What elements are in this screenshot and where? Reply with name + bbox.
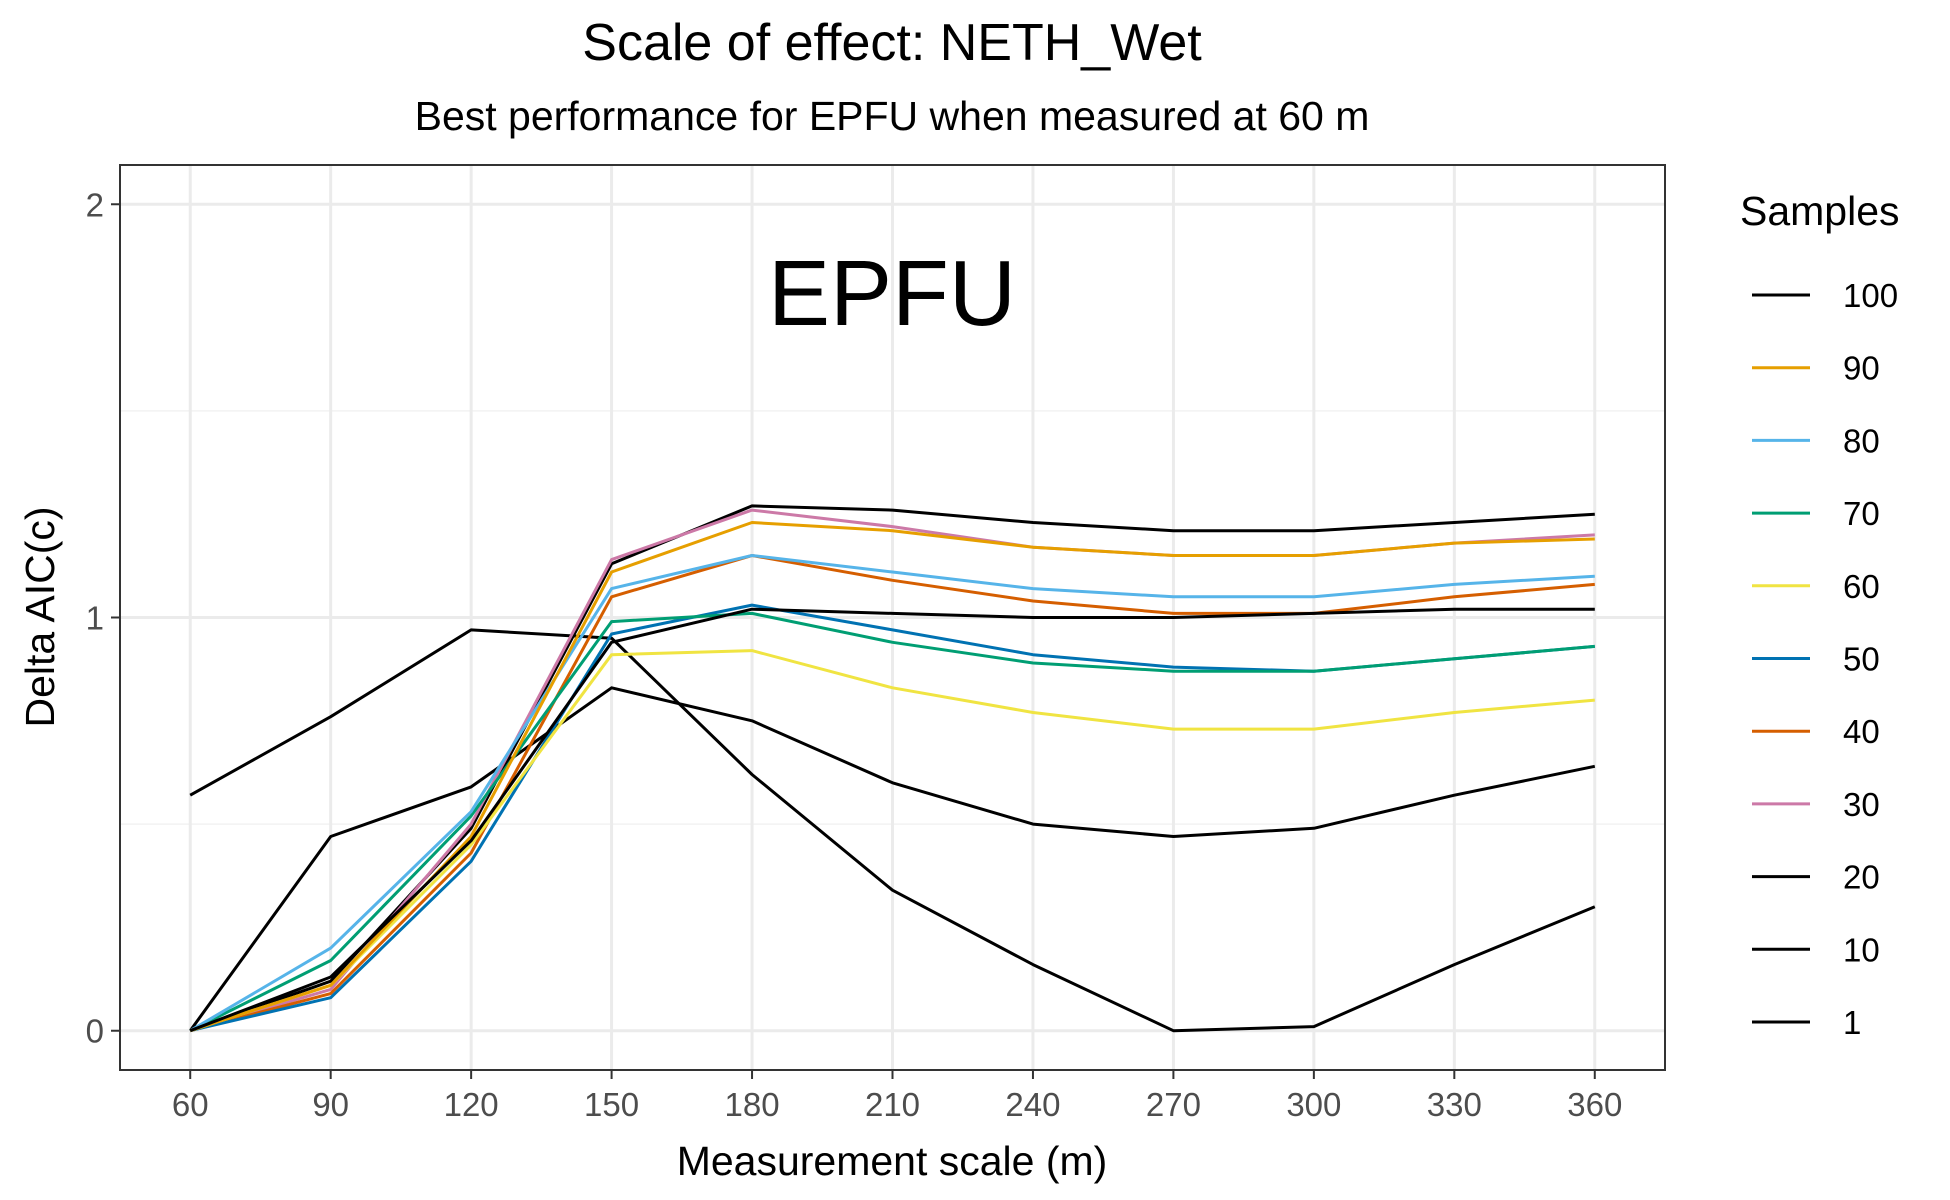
x-tick-label: 240: [1005, 1086, 1060, 1123]
x-tick-label: 300: [1286, 1086, 1341, 1123]
chart-title: Scale of effect: NETH_Wet: [582, 14, 1202, 72]
x-axis-label: Measurement scale (m): [677, 1138, 1108, 1184]
y-tick-label: 2: [86, 186, 104, 223]
y-axis-label: Delta AIC(c): [17, 507, 63, 728]
legend-label-100: 100: [1843, 277, 1898, 314]
legend-label-1: 1: [1843, 1004, 1861, 1041]
legend: Samples 100 90 80 70 60 50 40 30 20 10 1: [1740, 188, 1900, 1041]
legend-label-50: 50: [1843, 641, 1880, 678]
legend-label-80: 80: [1843, 422, 1880, 459]
x-tick-label: 210: [865, 1086, 920, 1123]
plot-panel: EPFU: [119, 164, 1666, 1071]
legend-title: Samples: [1740, 188, 1900, 234]
chart-subtitle: Best performance for EPFU when measured …: [415, 93, 1370, 139]
legend-label-70: 70: [1843, 495, 1880, 532]
legend-label-90: 90: [1843, 350, 1880, 387]
series-line-100: [189, 607, 1595, 1033]
series-line-80: [189, 554, 1595, 1032]
legend-label-30: 30: [1843, 786, 1880, 823]
legend-label-20: 20: [1843, 859, 1880, 896]
series-line-70: [189, 611, 1595, 1033]
y-tick-label: 0: [86, 1013, 104, 1050]
x-axis: 60 90 120 150 180 210 240 270 300 330 360: [172, 1070, 1622, 1123]
series-line-1: [189, 628, 1596, 1033]
y-tick-label: 1: [86, 600, 104, 637]
series-line-10: [188, 686, 1596, 1032]
x-tick-label: 270: [1146, 1086, 1201, 1123]
x-tick-label: 360: [1567, 1086, 1622, 1123]
legend-label-40: 40: [1843, 713, 1880, 750]
series-line-40: [189, 554, 1595, 1033]
x-tick-label: 60: [172, 1086, 209, 1123]
legend-label-10: 10: [1843, 931, 1880, 968]
legend-label-60: 60: [1843, 568, 1880, 605]
legend-items: 100 90 80 70 60 50 40 30 20 10 1: [1752, 277, 1898, 1041]
x-tick-label: 90: [312, 1086, 349, 1123]
x-tick-label: 330: [1427, 1086, 1482, 1123]
x-tick-label: 120: [444, 1086, 499, 1123]
series-lines: [188, 504, 1596, 1033]
y-axis: 0 1 2: [86, 186, 120, 1050]
x-tick-label: 150: [584, 1086, 639, 1123]
x-tick-label: 180: [725, 1086, 780, 1123]
plot-annotation: EPFU: [768, 241, 1016, 345]
series-line-60: [189, 649, 1595, 1033]
